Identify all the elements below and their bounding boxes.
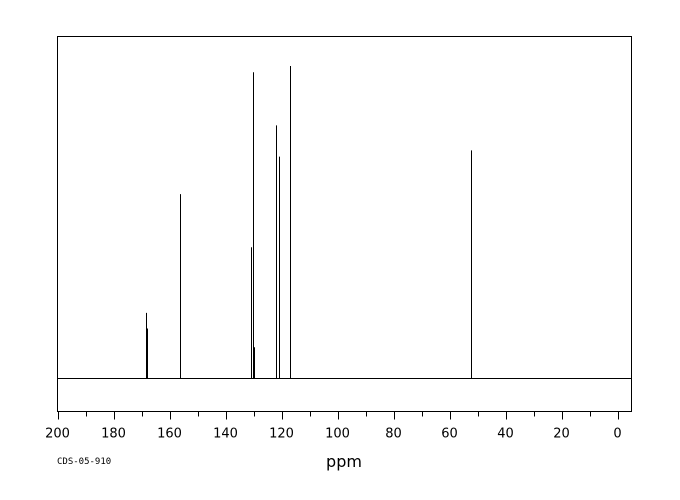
x-tick-label: 40 <box>497 427 514 442</box>
x-tick-label: 140 <box>213 427 238 442</box>
x-tick-label: 20 <box>553 427 570 442</box>
x-tick-label: 100 <box>325 427 350 442</box>
x-tick-label: 180 <box>101 427 126 442</box>
x-axis-label: ppm <box>326 452 362 471</box>
x-tick-label: 60 <box>441 427 458 442</box>
x-tick-label: 120 <box>269 427 294 442</box>
x-tick-label: 80 <box>385 427 402 442</box>
x-tick-label: 200 <box>45 427 70 442</box>
plot-frame <box>57 36 632 412</box>
x-tick-label: 160 <box>157 427 182 442</box>
spectrum-layer <box>57 66 632 379</box>
compound-id-footnote: CDS-05-910 <box>57 457 111 467</box>
x-axis: 200 180 160 140 120 100 80 60 40 20 0 <box>45 411 622 442</box>
x-tick-label: 0 <box>613 427 621 442</box>
